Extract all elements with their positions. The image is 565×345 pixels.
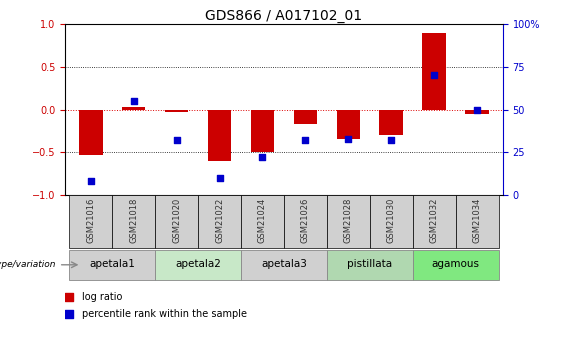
Point [319,67,328,73]
Text: agamous: agamous [432,259,480,269]
Bar [69,250,155,279]
Bar [337,110,360,139]
Point [301,138,310,143]
Text: GSM21026: GSM21026 [301,198,310,243]
Bar [198,195,241,248]
Text: genotype/variation: genotype/variation [0,260,56,269]
Text: pistillata: pistillata [347,259,392,269]
Text: GSM21030: GSM21030 [386,198,396,243]
Title: GDS866 / A017102_01: GDS866 / A017102_01 [205,9,363,23]
Bar [69,195,112,248]
Point [386,138,396,143]
Bar [370,195,412,248]
Point [429,73,438,78]
Point [129,98,138,104]
Text: GSM21016: GSM21016 [86,198,95,243]
Bar [208,110,231,161]
Point [319,224,328,230]
Bar [79,110,102,155]
Text: GSM21028: GSM21028 [344,198,353,243]
Text: GSM21020: GSM21020 [172,198,181,243]
Text: percentile rank within the sample: percentile rank within the sample [82,309,247,319]
Point [172,138,181,143]
Bar [251,110,274,152]
Bar [412,195,455,248]
Point [215,175,224,181]
Bar [380,110,403,135]
Point [258,155,267,160]
Text: GSM21018: GSM21018 [129,198,138,243]
Text: GSM21022: GSM21022 [215,198,224,243]
Bar [284,195,327,248]
Bar [122,107,145,110]
Text: GSM21032: GSM21032 [429,198,438,243]
Point [472,107,481,112]
Text: apetala3: apetala3 [261,259,307,269]
Bar [294,110,317,124]
Point [86,178,95,184]
Bar [241,250,327,279]
Bar [327,250,412,279]
Text: GSM21024: GSM21024 [258,198,267,243]
Bar [412,250,498,279]
Bar [155,250,241,279]
Text: GSM21034: GSM21034 [472,198,481,243]
Text: log ratio: log ratio [82,292,123,302]
Bar [241,195,284,248]
Bar [155,195,198,248]
Point [344,136,353,141]
Text: apetala1: apetala1 [89,259,135,269]
Text: apetala2: apetala2 [175,259,221,269]
Bar [455,195,498,248]
Bar [466,110,489,114]
Bar [165,110,188,112]
Bar [112,195,155,248]
Bar [327,195,370,248]
Bar [423,33,446,110]
